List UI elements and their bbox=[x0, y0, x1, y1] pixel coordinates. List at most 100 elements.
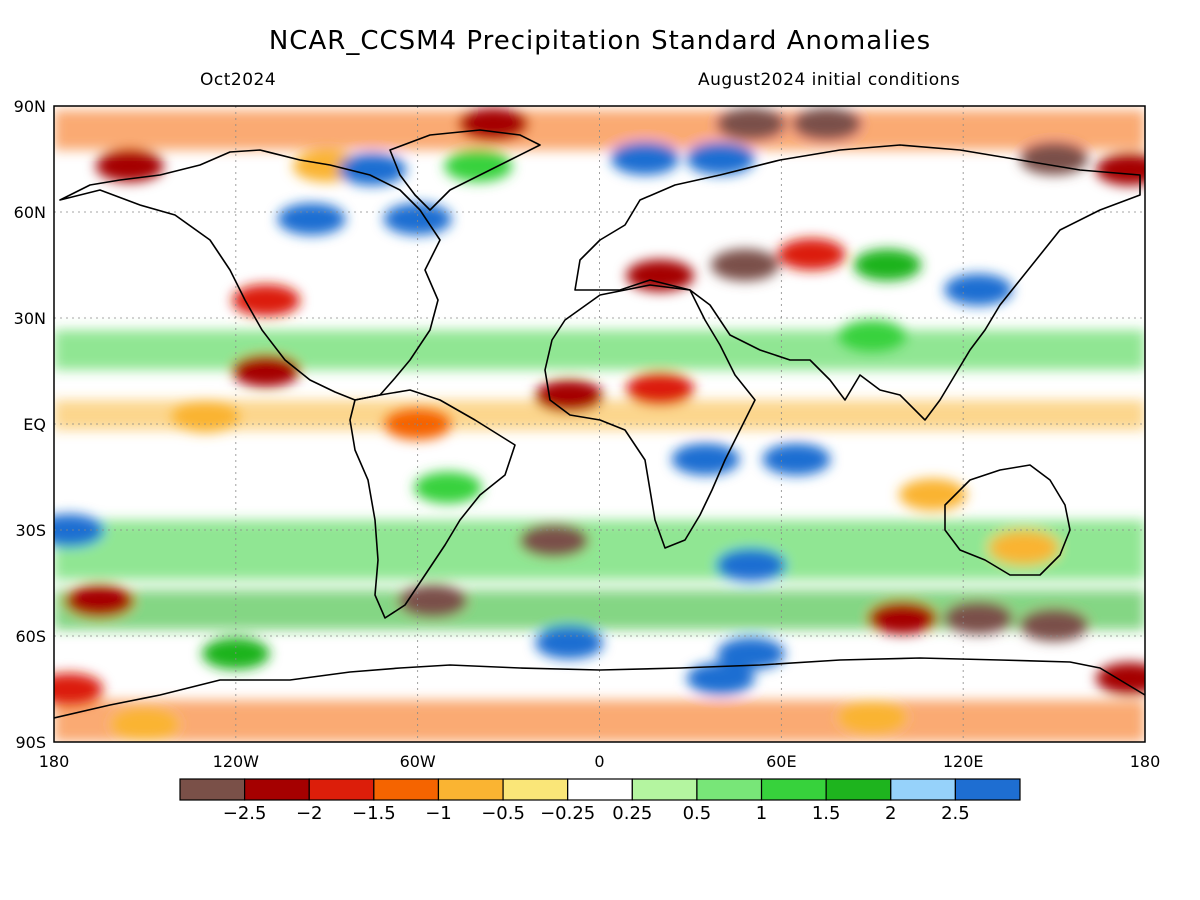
gridlines bbox=[54, 106, 1145, 742]
colorbar-label: 1 bbox=[756, 803, 767, 824]
colorbar-swatch bbox=[890, 778, 956, 801]
anomaly-region bbox=[1020, 143, 1089, 175]
colorbar-swatch bbox=[244, 778, 310, 801]
anomaly-band bbox=[54, 330, 1145, 370]
coastline-antarctica bbox=[54, 657, 1145, 719]
lon-label: 120E bbox=[943, 752, 984, 771]
anomaly-region bbox=[626, 259, 695, 292]
anomaly-region bbox=[1020, 609, 1089, 642]
coastline-greenland bbox=[389, 129, 541, 211]
anomaly-region bbox=[1095, 153, 1145, 186]
colorbar-swatch bbox=[437, 778, 504, 801]
coastlines bbox=[54, 129, 1145, 719]
anomaly-region bbox=[853, 249, 922, 281]
anomaly-region bbox=[535, 379, 604, 412]
lon-label: 60W bbox=[400, 752, 436, 771]
colorbar-label: 0.5 bbox=[683, 803, 712, 824]
anomaly-region bbox=[792, 107, 861, 140]
anomaly-region bbox=[338, 153, 407, 186]
anomaly-region bbox=[671, 443, 740, 476]
colorbar-label: −2.5 bbox=[223, 803, 267, 824]
coastline-eurasia bbox=[574, 144, 1141, 421]
colorbar-swatch bbox=[502, 778, 569, 801]
colorbar-swatch bbox=[308, 778, 375, 801]
colorbar-swatch bbox=[631, 778, 698, 801]
anomaly-region bbox=[717, 107, 786, 140]
target-month-label: Oct2024 bbox=[200, 70, 277, 90]
coastline-north-america bbox=[59, 149, 441, 401]
lat-label: 30N bbox=[14, 309, 46, 328]
colorbar-label: 1.5 bbox=[812, 803, 841, 824]
anomaly-region bbox=[944, 602, 1013, 635]
anomaly-region bbox=[1095, 662, 1145, 695]
colorbar-labels: −2.5 −2 −1.5 −1 −0.5 −0.25 0.25 0.5 1 1.5 2 2.5 bbox=[223, 803, 970, 824]
anomaly-region bbox=[444, 150, 513, 183]
coastline-south-america bbox=[349, 389, 516, 619]
lat-label: EQ bbox=[23, 415, 46, 434]
colorbar-swatch bbox=[954, 778, 1021, 801]
anomaly-region bbox=[989, 531, 1058, 564]
anomaly-region bbox=[398, 584, 467, 617]
lon-label: 0 bbox=[594, 752, 604, 771]
colorbar-label: −1 bbox=[425, 803, 452, 824]
anomaly-region bbox=[383, 203, 452, 236]
colorbar-swatch bbox=[567, 778, 633, 801]
lat-label: 60S bbox=[15, 627, 46, 646]
colorbar-swatch bbox=[179, 778, 246, 801]
plot-area bbox=[54, 106, 1145, 742]
latitude-labels: 90N 60N 30N EQ 30S 60S 90S bbox=[14, 97, 46, 752]
colorbar-swatch bbox=[373, 778, 440, 801]
colorbar-label: 2 bbox=[885, 803, 896, 824]
lat-label: 90N bbox=[14, 97, 46, 116]
lat-label: 90S bbox=[15, 733, 46, 752]
lat-label: 60N bbox=[14, 203, 46, 222]
anomaly-region bbox=[535, 627, 604, 660]
lat-label: 30S bbox=[15, 521, 46, 540]
anomaly-region bbox=[626, 372, 695, 405]
coastline-africa bbox=[544, 284, 756, 549]
colorbar-swatch bbox=[825, 778, 892, 801]
longitude-labels: 180 120W 60W 0 60E 120E 180 bbox=[39, 752, 1161, 771]
map-title: NCAR_CCSM4 Precipitation Standard Anomal… bbox=[268, 26, 932, 56]
anomaly-region bbox=[717, 549, 786, 582]
colorbar-label: −0.25 bbox=[540, 803, 595, 824]
lon-label: 60E bbox=[766, 752, 796, 771]
lon-label: 180 bbox=[1130, 752, 1161, 771]
anomaly-region bbox=[777, 238, 846, 271]
anomaly-region bbox=[95, 150, 164, 183]
anomaly-region bbox=[413, 471, 482, 504]
anomaly-region bbox=[898, 478, 967, 511]
colorbar-label: −1.5 bbox=[352, 803, 396, 824]
anomaly-region bbox=[171, 400, 240, 433]
anomaly-region bbox=[944, 273, 1013, 306]
anomaly-region bbox=[232, 355, 301, 387]
anomaly-region bbox=[686, 662, 755, 695]
colorbar-swatch bbox=[760, 778, 827, 801]
anomaly-region bbox=[717, 637, 786, 670]
plot-frame bbox=[53, 105, 1146, 743]
colorbar-label: −0.5 bbox=[481, 803, 525, 824]
anomaly-region bbox=[459, 107, 528, 140]
anomaly-region bbox=[520, 524, 589, 557]
anomaly-region bbox=[686, 143, 755, 175]
initial-conditions-label: August2024 initial conditions bbox=[698, 70, 961, 90]
anomaly-region bbox=[868, 602, 937, 635]
lon-label: 180 bbox=[39, 752, 70, 771]
colorbar bbox=[179, 778, 1021, 801]
anomaly-region bbox=[110, 708, 179, 741]
colorbar-label: 0.25 bbox=[612, 803, 652, 824]
lon-label: 120W bbox=[213, 752, 260, 771]
anomaly-region bbox=[762, 443, 831, 476]
anomaly-region bbox=[232, 284, 301, 317]
anomaly-region bbox=[610, 143, 679, 175]
anomaly-region bbox=[838, 319, 907, 352]
colorbar-swatch bbox=[696, 778, 763, 801]
anomaly-region bbox=[65, 584, 134, 617]
colorbar-label: −2 bbox=[296, 803, 323, 824]
anomaly-region bbox=[54, 673, 104, 705]
colorbar-label: 2.5 bbox=[941, 803, 970, 824]
anomaly-region bbox=[710, 249, 779, 281]
anomaly-region bbox=[277, 203, 346, 236]
coastline-australia bbox=[944, 464, 1071, 576]
